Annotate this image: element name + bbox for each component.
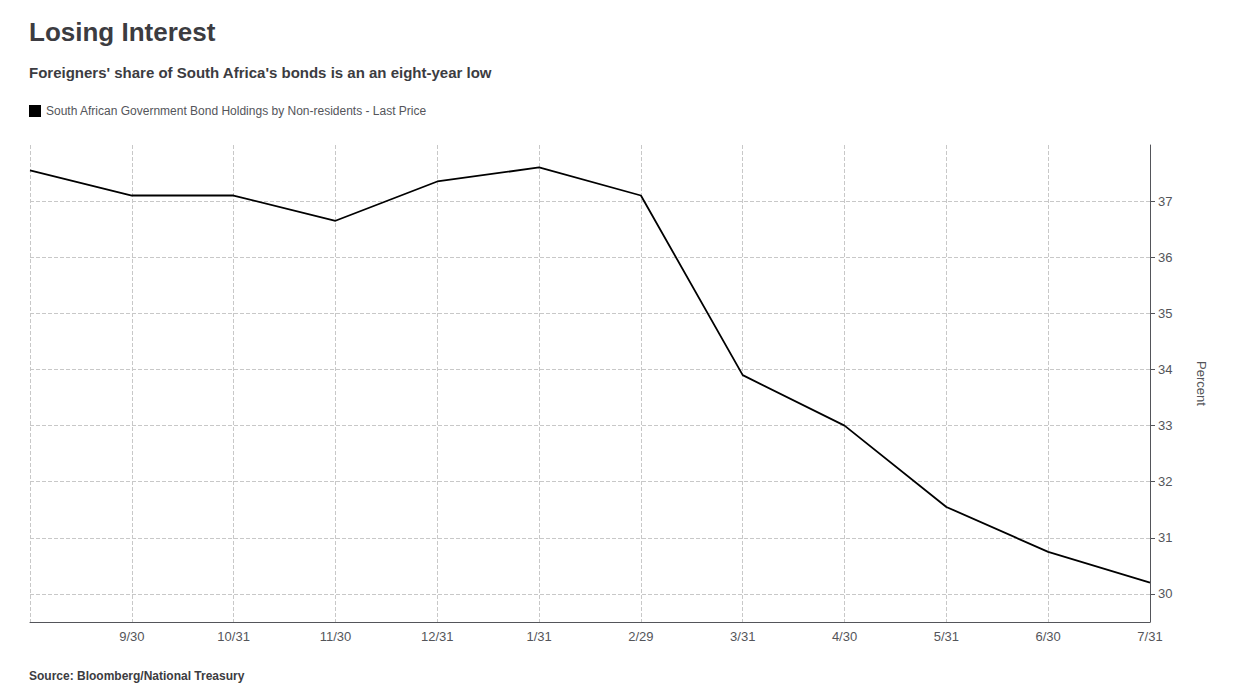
- svg-text:Losing Interest: Losing Interest: [29, 17, 216, 47]
- svg-text:7/31: 7/31: [1137, 629, 1162, 644]
- svg-text:1/31: 1/31: [526, 629, 551, 644]
- svg-text:36: 36: [1158, 250, 1172, 265]
- svg-text:South African Government Bond: South African Government Bond Holdings b…: [46, 104, 427, 118]
- svg-text:31: 31: [1158, 530, 1172, 545]
- svg-text:4/30: 4/30: [832, 629, 857, 644]
- svg-text:32: 32: [1158, 474, 1172, 489]
- svg-text:30: 30: [1158, 586, 1172, 601]
- svg-text:10/31: 10/31: [217, 629, 250, 644]
- svg-text:6/30: 6/30: [1036, 629, 1061, 644]
- svg-text:3/31: 3/31: [730, 629, 755, 644]
- svg-text:37: 37: [1158, 194, 1172, 209]
- svg-text:34: 34: [1158, 362, 1172, 377]
- svg-text:5/31: 5/31: [934, 629, 959, 644]
- svg-text:33: 33: [1158, 418, 1172, 433]
- svg-text:Percent: Percent: [1194, 361, 1209, 406]
- svg-text:Source: Bloomberg/National Tre: Source: Bloomberg/National Treasury: [29, 669, 245, 683]
- svg-text:35: 35: [1158, 306, 1172, 321]
- svg-text:11/30: 11/30: [320, 629, 352, 644]
- svg-text:9/30: 9/30: [119, 629, 144, 644]
- svg-text:12/31: 12/31: [421, 629, 454, 644]
- svg-text:2/29: 2/29: [628, 629, 653, 644]
- svg-text:Foreigners' share of South Afr: Foreigners' share of South Africa's bond…: [29, 64, 492, 81]
